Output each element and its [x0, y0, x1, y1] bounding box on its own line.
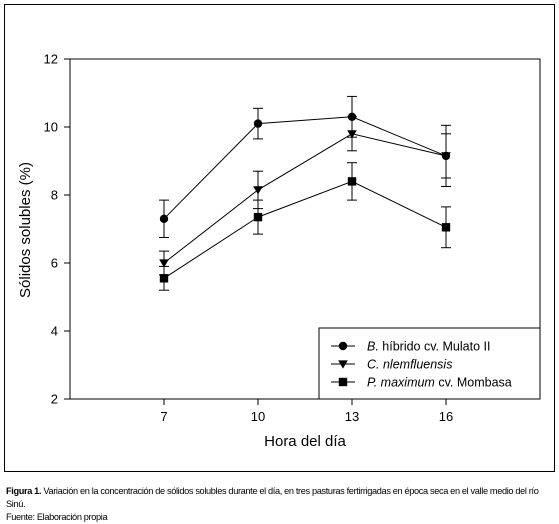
data-point: [347, 177, 357, 186]
caption-figure-label: Figura 1.: [6, 486, 42, 496]
data-point: [253, 119, 263, 128]
legend-label-plain: cv. Mombasa: [435, 376, 512, 390]
y-tick-label: 10: [44, 120, 58, 135]
data-point: [441, 223, 451, 232]
series-line: [163, 133, 447, 264]
legend-label-italic: P. maximum: [367, 376, 435, 390]
figure-caption: Figura 1. Variación en la concentración …: [6, 485, 558, 524]
x-tick-label: 16: [439, 409, 453, 424]
data-point: [159, 274, 169, 283]
legend-label-plain: híbrido cv. Mulato II: [379, 340, 491, 354]
x-tick-label: 7: [160, 409, 167, 424]
legend: B. híbrido cv. Mulato II C. nlemfluensis P…: [318, 327, 541, 400]
y-tick-label: 4: [51, 324, 58, 339]
legend-marker: [338, 341, 348, 351]
legend-label: C. nlemfluensis: [367, 358, 452, 372]
legend-label-italic: C. nlemfluensis: [367, 358, 452, 372]
y-tick-label: 8: [51, 188, 58, 203]
legend-marker: [338, 377, 348, 387]
legend-label: B. híbrido cv. Mulato II: [367, 340, 490, 354]
data-point: [253, 212, 263, 222]
data-point: [159, 259, 169, 268]
caption-line: Figura 1. Variación en la concentración …: [6, 485, 558, 511]
caption-text: Variación en la concentración de sólidos…: [6, 486, 539, 509]
caption-source: Fuente: Elaboración propia: [6, 512, 108, 522]
legend-box: [318, 327, 541, 400]
series-3: [159, 162, 451, 291]
series-2: [159, 116, 451, 276]
series-line: [163, 180, 447, 279]
series-line: [163, 116, 447, 220]
legend-label-italic: B.: [367, 340, 379, 354]
x-tick-label: 10: [251, 409, 265, 424]
data-point: [347, 130, 357, 139]
series-1: [159, 95, 451, 238]
data-point: [159, 214, 169, 223]
y-tick-label: 6: [51, 256, 58, 271]
y-tick-label: 2: [51, 392, 58, 407]
solids-line-chart: 2 4 6 8 10 12 7 10 13 16 Hora del día Sólidos sol…: [17, 52, 541, 450]
plot-frame: [69, 58, 541, 400]
x-tick-label: 13: [345, 409, 359, 424]
legend-marker: [338, 360, 348, 369]
x-axis-label: Hora del día: [264, 433, 346, 450]
data-point: [441, 152, 451, 161]
y-axis-label: Sólidos solubles (%): [17, 162, 34, 298]
data-point: [253, 186, 263, 195]
axes: 2 4 6 8 10 12 7 10 13 16: [44, 52, 541, 424]
legend-label: P. maximum cv. Mombasa: [367, 376, 512, 390]
figure-frame: [4, 4, 555, 472]
plot-area: [159, 95, 451, 291]
y-tick-label: 12: [44, 52, 58, 67]
